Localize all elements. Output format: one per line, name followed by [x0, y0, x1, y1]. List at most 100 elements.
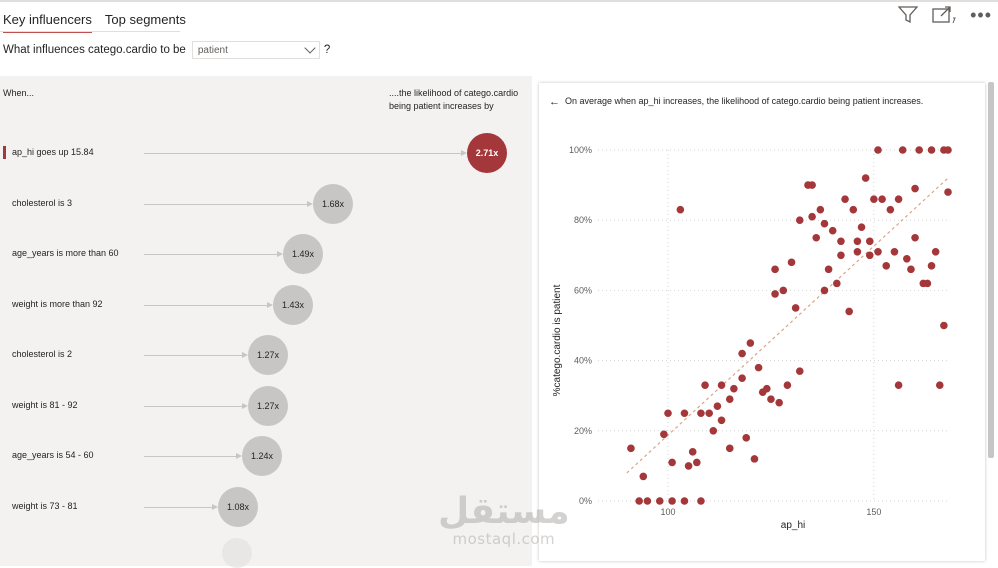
connector-arrow-icon [461, 150, 467, 156]
influence-bubble[interactable]: 1.68x [313, 184, 353, 224]
more-options-icon[interactable]: ••• [970, 5, 992, 25]
scatter-point [898, 146, 907, 154]
connector-line [144, 456, 236, 457]
scatter-point [878, 195, 886, 203]
scatter-point [903, 255, 911, 263]
scatter-point [791, 304, 800, 312]
influencer-row[interactable]: age_years is more than 60 1.49x [0, 234, 532, 294]
focus-mode-icon[interactable] [932, 6, 956, 24]
scatter-point [709, 427, 718, 435]
scatter-point [693, 458, 701, 467]
x-tick-label: 150 [866, 507, 881, 517]
y-tick-label: 40% [574, 356, 592, 366]
influence-bubble[interactable]: 1.27x [248, 335, 288, 375]
connector-arrow-icon [212, 504, 218, 510]
scatter-point [639, 472, 648, 481]
influence-bubble[interactable]: 1.24x [242, 436, 282, 476]
scatter-point [853, 247, 862, 256]
scatter-point [684, 462, 693, 470]
influence-bubble[interactable]: 2.71x [467, 133, 507, 173]
scatter-point [845, 307, 853, 316]
influence-bubble[interactable]: 1.49x [283, 234, 323, 274]
influencer-label: age_years is more than 60 [12, 248, 119, 258]
y-tick-label: 80% [574, 215, 592, 225]
scatter-point [882, 262, 891, 270]
scatter-point [787, 258, 796, 267]
scatter-point [627, 444, 635, 453]
scatter-point [944, 146, 952, 154]
influencer-label: cholesterol is 3 [12, 198, 73, 208]
influence-bubble[interactable]: 1.43x [273, 285, 313, 325]
scatter-point [853, 237, 862, 246]
connector-line [144, 153, 461, 154]
scatter-point [931, 247, 940, 256]
influencer-row[interactable]: weight is 73 - 81 1.08x [0, 487, 532, 547]
connector-line [144, 355, 242, 356]
influencer-row[interactable]: age_years is 54 - 60 1.24x [0, 436, 532, 496]
scatter-point [812, 233, 821, 242]
influencer-row[interactable]: weight is more than 92 1.43x [0, 285, 532, 345]
connector-line [144, 507, 212, 508]
scatter-point [750, 455, 759, 463]
scatter-point [705, 409, 713, 418]
influencer-label: weight is 81 - 92 [12, 400, 78, 410]
scatter-point [738, 374, 746, 382]
connector-arrow-icon [236, 453, 242, 459]
scatter-point [660, 430, 668, 439]
scatter-point [894, 381, 903, 389]
scatter-point [915, 146, 923, 154]
scatter-point [746, 339, 755, 347]
value-dropdown[interactable]: patient [191, 41, 320, 59]
filter-icon[interactable] [898, 6, 919, 24]
y-tick-label: 20% [574, 426, 592, 436]
scatter-point [890, 247, 899, 256]
scatter-point [808, 212, 816, 221]
scatter-point [725, 395, 734, 404]
scatter-point [688, 448, 697, 456]
influencer-row[interactable]: ap_hi goes up 15.84 2.71x [0, 133, 532, 193]
scatter-point [886, 205, 895, 214]
scatter-point [680, 409, 689, 418]
scatter-point [795, 216, 804, 224]
question-suffix: ? [323, 44, 331, 56]
scatter-point [779, 286, 788, 295]
y-tick-label: 0% [579, 496, 592, 506]
y-axis-title: %catego.cardio is patient [552, 284, 563, 396]
scatter-point [676, 205, 685, 214]
influence-bubble[interactable]: 1.08x [218, 487, 258, 527]
influencer-label: ap_hi goes up 15.84 [12, 147, 94, 157]
tab-top-segments[interactable]: Top segments [104, 12, 186, 27]
scatter-point [861, 174, 870, 182]
scatter-point [664, 409, 672, 418]
scatter-point [771, 265, 779, 274]
scrollbar[interactable] [988, 82, 994, 458]
scatter-point [697, 409, 705, 418]
scatter-point [837, 251, 845, 260]
scatter-point [767, 395, 775, 404]
y-tick-label: 60% [574, 285, 592, 295]
influence-bubble[interactable]: 1.27x [248, 386, 288, 426]
scatter-point [717, 416, 726, 425]
scatter-point [870, 195, 878, 203]
back-arrow-icon[interactable]: ← [549, 96, 560, 108]
scatter-point [927, 262, 936, 270]
scatter-point [874, 247, 882, 256]
influencer-row[interactable]: cholesterol is 2 1.27x [0, 335, 532, 395]
tab-bar: Key influencers Top segments [3, 12, 186, 33]
influencer-row[interactable]: weight is 81 - 92 1.27x [0, 386, 532, 446]
scatter-point [911, 233, 919, 242]
influencer-row[interactable]: cholesterol is 3 1.68x [0, 184, 532, 244]
faded-next-bubble [222, 538, 252, 568]
connector-arrow-icon [307, 201, 313, 207]
scatter-point [940, 321, 948, 330]
scatter-point [874, 146, 882, 154]
scatter-point [655, 497, 664, 505]
scatter-point [944, 188, 952, 196]
connector-line [144, 254, 277, 255]
scatter-point [816, 205, 825, 214]
connector-line [144, 305, 267, 306]
scatter-point [795, 367, 804, 375]
scatter-point [808, 181, 816, 189]
tab-key-influencers[interactable]: Key influencers [3, 12, 92, 33]
question-row: What influences catego.cardio to be pati… [3, 41, 330, 59]
